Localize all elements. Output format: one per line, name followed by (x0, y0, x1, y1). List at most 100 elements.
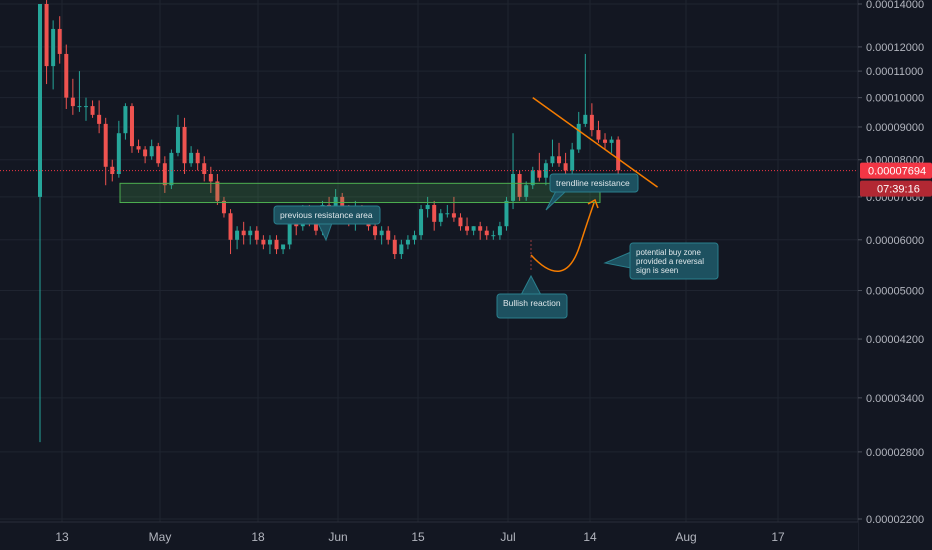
time-tick-label: 18 (251, 530, 265, 544)
candle-body (90, 106, 95, 115)
candle-up (471, 226, 476, 236)
candle-up (576, 111, 581, 153)
candle-body (281, 244, 286, 250)
candle-body (557, 156, 562, 164)
candle-down (451, 196, 456, 222)
candle-body (44, 4, 49, 67)
candle-body (445, 213, 450, 215)
candle-down (90, 100, 95, 118)
candle-body (267, 239, 272, 245)
candle-body (182, 126, 187, 164)
candle-body (491, 235, 496, 237)
price-axis-background (858, 0, 932, 550)
candle-body (333, 196, 338, 214)
price-tick-label: 0.00009000 (866, 122, 924, 134)
price-tick-label: 0.00014000 (866, 0, 924, 11)
candle-up (491, 230, 496, 240)
callout-buy-zone-text: sign is seen (636, 266, 678, 275)
time-tick-label: 17 (771, 530, 785, 544)
candle-down (228, 209, 233, 255)
candle-body (399, 244, 404, 255)
current-price-badge[interactable] (860, 162, 932, 179)
candle-body (425, 204, 430, 210)
candle-down (373, 221, 378, 240)
candle-body (379, 230, 384, 236)
candle-body (136, 146, 141, 150)
candle-down (392, 235, 397, 259)
callout-trendline-resistance[interactable]: trendline resistance (545, 173, 639, 211)
candle-down (386, 226, 391, 245)
candle-body (215, 181, 220, 201)
buy-zone-rectangle[interactable] (119, 182, 601, 204)
candle-up (425, 196, 430, 218)
candle-down (57, 16, 62, 64)
candle-down (221, 196, 226, 218)
callout-previous-resistance[interactable]: previous resistance area (273, 205, 381, 242)
candle-up (38, 4, 42, 443)
candle-body (77, 106, 82, 108)
candle-body (57, 28, 62, 54)
time-axis[interactable]: 13 May 18 Jun 15 Jul 14 Aug 17 (0, 521, 858, 550)
candle-body (221, 200, 226, 214)
candle-down (70, 78, 75, 115)
trendline[interactable] (532, 97, 659, 188)
candles-layer (38, 0, 621, 443)
candle-up (445, 204, 450, 218)
candle-up (83, 97, 88, 121)
candle-down (274, 235, 279, 255)
candle-down (195, 149, 200, 171)
time-tick-label: Jul (500, 530, 515, 544)
candle-body (274, 239, 279, 250)
price-tick-label: 0.00004200 (866, 334, 924, 346)
candle-body (497, 226, 502, 236)
candle-down (537, 152, 542, 182)
price-tick-label: 0.00002200 (866, 514, 924, 526)
callout-previous-resistance-text: previous resistance area (280, 210, 373, 220)
callout-buy-zone-text: potential buy zone (636, 248, 701, 257)
callout-bullish-reaction[interactable]: Bullish reaction (496, 274, 568, 319)
candle-down (603, 133, 608, 150)
candle-body (83, 106, 88, 108)
candle-up (550, 139, 555, 167)
candle-down (129, 103, 134, 153)
callout-trendline-resistance-text: trendline resistance (556, 178, 630, 188)
candle-down (557, 142, 562, 167)
candle-up (583, 53, 588, 127)
price-tick-label: 0.00010000 (866, 93, 924, 105)
candle-down (182, 117, 187, 175)
price-tick-label: 0.00012000 (866, 42, 924, 54)
candle-down (136, 139, 141, 153)
candle-down (202, 156, 207, 182)
candle-body (235, 230, 240, 240)
candle-down (97, 100, 102, 134)
candle-body (70, 97, 75, 107)
time-axis-background (0, 522, 858, 550)
candle-up (169, 149, 174, 190)
candle-down (215, 174, 220, 205)
price-tick-label: 0.00002800 (866, 447, 924, 459)
candle-body (254, 230, 259, 240)
candle-up (609, 136, 614, 153)
callout-bullish-reaction-text: Bullish reaction (503, 298, 561, 308)
candle-body (228, 213, 233, 240)
time-tick-label: 13 (55, 530, 69, 544)
candle-body (524, 185, 529, 197)
countdown-badge[interactable] (860, 180, 932, 197)
candle-body (563, 163, 568, 171)
current-price-label: 0.00007694 (868, 166, 926, 178)
price-tick-label: 0.00005000 (866, 286, 924, 298)
candle-body (189, 152, 194, 164)
candle-down (162, 156, 167, 193)
candle-down (596, 120, 601, 143)
candle-body (609, 139, 614, 143)
candle-up (123, 103, 128, 140)
candle-body (51, 28, 56, 67)
candle-body (392, 239, 397, 255)
price-axis[interactable]: 0.00014000 0.00012000 0.00011000 0.00010000… (857, 0, 932, 550)
candle-down (432, 200, 437, 231)
candle-body (583, 114, 588, 124)
candle-body (162, 163, 167, 186)
chart-grid (0, 0, 858, 522)
